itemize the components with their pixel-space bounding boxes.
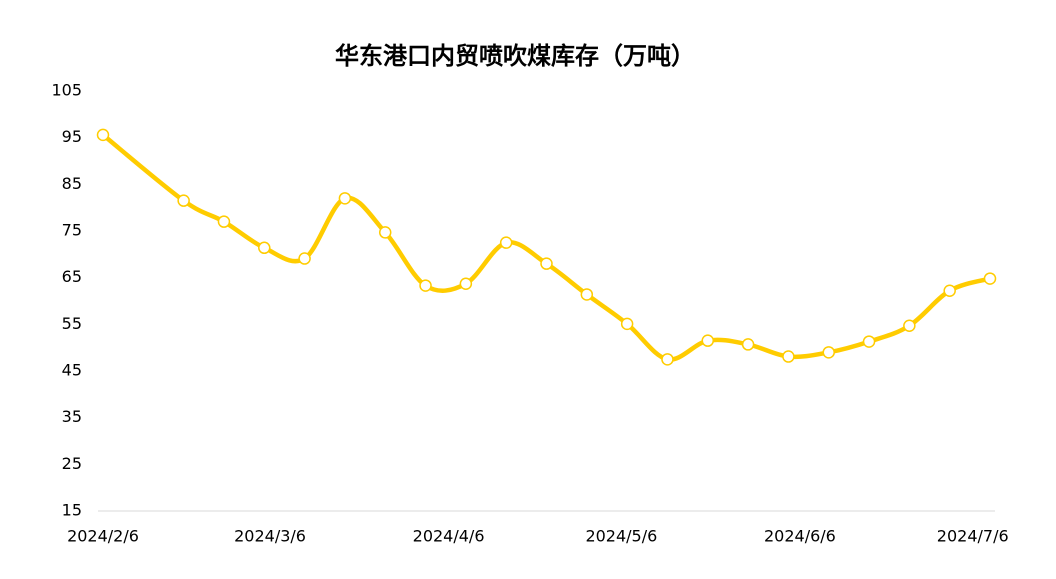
marker [782, 350, 795, 363]
marker [96, 128, 110, 142]
marker [378, 226, 392, 239]
x-tick-label: 2024/3/6 [234, 527, 306, 546]
y-tick-label: 45 [62, 361, 82, 380]
marker [177, 194, 190, 207]
x-tick-label: 2024/6/6 [764, 527, 836, 546]
marker [741, 338, 755, 351]
marker [298, 252, 311, 265]
y-tick-label: 105 [51, 81, 82, 100]
marker [419, 279, 432, 292]
marker [701, 334, 715, 347]
x-tick-label: 2024/7/6 [937, 527, 1009, 546]
marker [580, 288, 594, 301]
marker [903, 319, 916, 332]
y-tick-label: 25 [62, 454, 82, 473]
marker [338, 192, 352, 205]
marker [499, 236, 513, 249]
y-tick-label: 15 [62, 501, 82, 520]
marker [620, 317, 634, 331]
y-tick-label: 35 [62, 407, 82, 426]
y-tick-label: 95 [62, 127, 82, 146]
y-tick-label: 65 [62, 267, 82, 286]
marker [822, 346, 835, 359]
marker [862, 335, 876, 348]
line [101, 133, 991, 362]
y-tick-label: 55 [62, 314, 82, 333]
x-tick-label: 2024/2/6 [67, 527, 139, 546]
marker [661, 353, 674, 366]
y-tick-label: 85 [62, 174, 82, 193]
chart-title: 华东港口内贸喷吹煤库存（万吨） [335, 42, 695, 70]
marker [258, 241, 271, 255]
x-tick-label: 2024/4/6 [413, 527, 485, 546]
y-tick-label: 75 [62, 221, 82, 240]
marker [540, 257, 553, 270]
marker [943, 284, 956, 297]
marker [459, 277, 473, 290]
marker [217, 215, 231, 228]
x-tick-label: 2024/5/6 [585, 527, 657, 546]
marker [983, 272, 997, 285]
